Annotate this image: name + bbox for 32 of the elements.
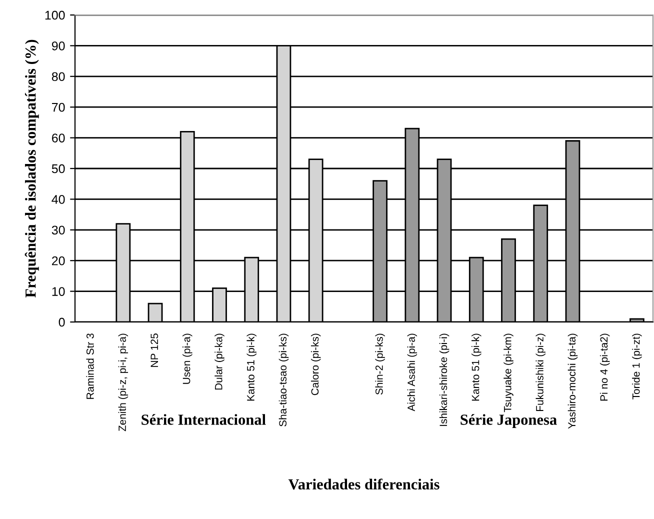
text: Série Japonesa [460, 414, 557, 428]
x-tick-label: Pi no 4 (pi-ta2) [600, 334, 610, 401]
x-tick-label: Yashiro-mochi (pi-ta) [568, 334, 578, 429]
y-tick-label: 10 [52, 287, 65, 296]
x-tick-label: Caloro (pi-ks) [310, 334, 321, 396]
y-tick-label: 100 [45, 10, 65, 20]
x-tick-label: Fukunishiki (pi-z) [536, 334, 546, 411]
x-tick-label: Aichi Asahi (pi-a) [407, 334, 418, 412]
text: Série Internacional [142, 414, 266, 425]
y-tick-label: 0 [58, 318, 65, 327]
x-tick-label: Dular (pi-ka) [214, 334, 224, 390]
x-tick-label: Usen (pi-a) [182, 334, 192, 384]
y-tick-label: 50 [52, 164, 65, 174]
x-tick-label: Tsuyuake (pi-km) [504, 334, 514, 412]
y-tick-label: 70 [52, 102, 65, 112]
y-tick-label: 60 [52, 134, 65, 142]
y-tick-label: 90 [52, 42, 65, 50]
y-tick-label: 20 [52, 256, 65, 266]
y-axis-title: Frequência de isolados compatíveis (%) [24, 40, 39, 298]
y-tick-label: 30 [52, 226, 65, 235]
x-tick-label: Zenith (pi-z, pi-i, pi-a) [118, 334, 128, 432]
x-tick-label: Shin-2 (pi-ks) [375, 334, 385, 395]
x-tick-label: Sha-tiao-tsao (pi-ks) [278, 334, 289, 426]
x-tick-label: NP 125 [150, 334, 158, 367]
x-tick-label: Kanto 51 (pi-k) [246, 334, 256, 401]
y-tick-label: 40 [52, 195, 65, 204]
x-axis-title: Variedades diferenciais [288, 478, 440, 490]
y-tick-label: 80 [52, 72, 65, 82]
x-tick-label: Toride 1 (pi-zt) [632, 334, 642, 400]
x-tick-label: Kanto 51 (pi-k) [472, 334, 482, 401]
x-tick-label: Ishikari-shiroke (pi-i) [439, 334, 450, 426]
x-tick-label: Raminad Str 3 [86, 334, 94, 399]
